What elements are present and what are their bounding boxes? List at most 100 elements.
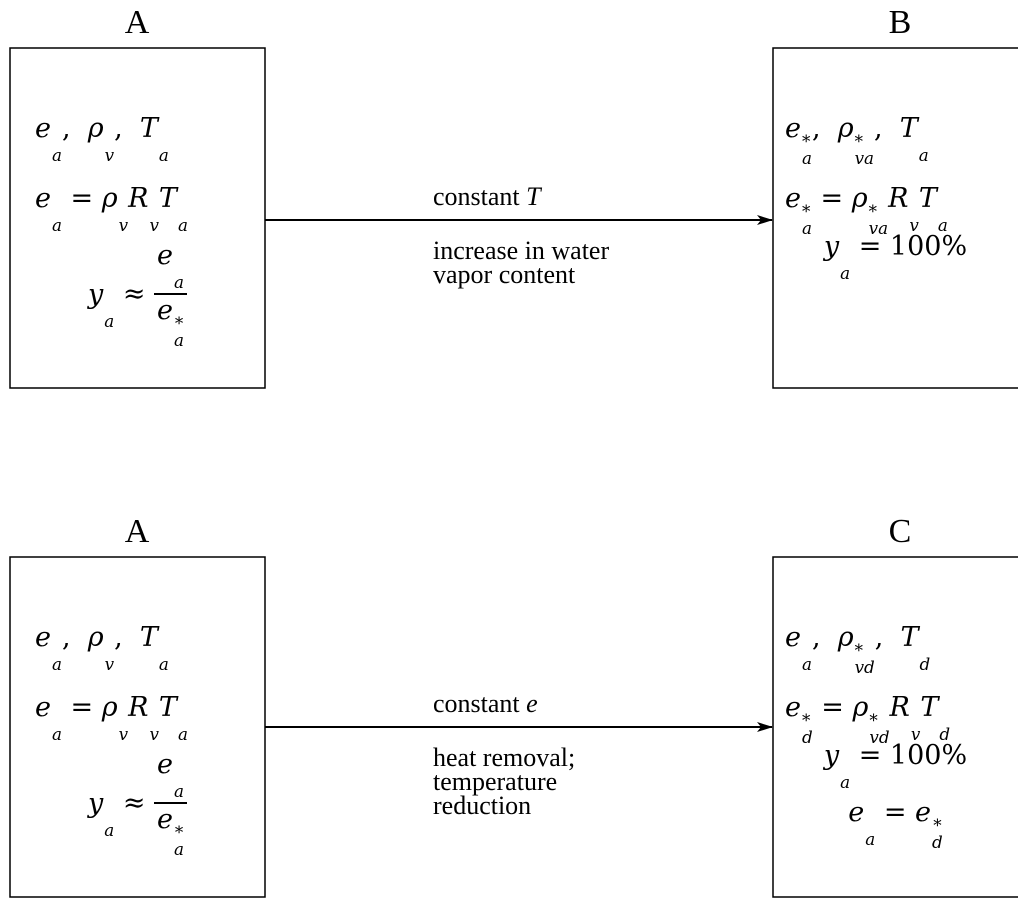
scripts: a	[52, 639, 62, 672]
symbol: e * a	[785, 113, 812, 166]
state-box	[9, 47, 266, 389]
subscript: d	[801, 726, 813, 747]
scripts: a	[174, 257, 184, 290]
symbol-base: ρ	[87, 622, 104, 653]
symbol-base: e	[35, 692, 51, 723]
subscript: a	[51, 215, 62, 236]
subscript: d	[919, 654, 931, 675]
subscript: v	[910, 724, 921, 745]
scripts: v	[911, 709, 920, 742]
fraction: e a e * a	[154, 749, 187, 859]
operator: ,	[811, 622, 838, 653]
arrow-description: temperature	[433, 767, 558, 796]
scripts: * d	[802, 712, 813, 745]
subscript: a	[174, 838, 184, 859]
scripts: * vd	[855, 642, 875, 675]
symbol-base: e	[526, 689, 538, 718]
symbol-base: e	[157, 749, 174, 780]
scripts: a	[178, 200, 188, 233]
symbol: e * a	[157, 294, 184, 348]
subscript: a	[177, 724, 188, 745]
symbol: e * a	[157, 803, 184, 857]
operator: ,	[874, 113, 900, 144]
symbol-base: ρ	[837, 113, 854, 144]
operator: =	[61, 692, 102, 723]
symbol-base: T	[139, 113, 158, 144]
subscript: a	[840, 772, 851, 793]
scripts: v	[909, 200, 918, 233]
symbol-base: e	[157, 294, 174, 326]
operator: ,	[114, 113, 140, 144]
symbol: ρ * va	[837, 113, 874, 166]
subscript: v	[149, 724, 159, 745]
subscript: a	[174, 272, 184, 293]
scripts: * va	[869, 203, 888, 236]
symbol: ρ * vd	[838, 622, 875, 675]
scripts: v	[119, 709, 128, 742]
subscript: vd	[854, 656, 875, 677]
symbol-base: R	[888, 183, 909, 214]
symbol: e	[526, 689, 538, 718]
subscript: a	[801, 654, 812, 675]
subscript: a	[174, 781, 184, 802]
scripts: v	[119, 200, 128, 233]
scripts: a	[938, 200, 948, 233]
subscript: d	[939, 724, 951, 745]
scripts: v	[105, 130, 114, 163]
subscript: a	[104, 819, 115, 840]
superscript: *	[854, 640, 863, 661]
symbol-base: ρ	[101, 183, 118, 214]
operator: = 100%	[850, 740, 968, 771]
operator: =	[875, 797, 916, 828]
symbol-base: y	[87, 787, 104, 819]
superscript: *	[801, 201, 811, 222]
superscript: *	[801, 710, 811, 731]
scripts: v	[149, 200, 158, 233]
scripts: v	[105, 639, 114, 672]
symbol-base: e	[785, 692, 801, 723]
subscript: a	[51, 654, 62, 675]
scripts: a	[52, 130, 62, 163]
subscript: a	[801, 217, 812, 238]
superscript: *	[869, 710, 878, 731]
scripts: * va	[855, 133, 874, 166]
symbol-base: ρ	[852, 692, 869, 723]
symbol-base: T	[918, 183, 937, 214]
operator: ≈	[114, 278, 155, 310]
scripts: a	[865, 814, 875, 847]
subscript: va	[868, 217, 889, 238]
symbol-base: T	[899, 113, 918, 144]
symbol-base: T	[139, 622, 158, 653]
symbol-base: e	[157, 803, 174, 835]
state-box	[772, 47, 1018, 389]
superscript: *	[801, 131, 811, 152]
superscript: *	[854, 131, 863, 152]
denominator: e * a	[154, 295, 187, 351]
scripts: a	[840, 757, 850, 790]
symbol: ρ * vd	[852, 692, 890, 745]
symbol-base: T	[920, 692, 939, 723]
arrow-condition: constant T	[433, 184, 541, 210]
subscript: v	[118, 724, 129, 745]
state-label: A	[124, 513, 150, 550]
symbol-base: e	[785, 622, 801, 653]
state-box	[772, 556, 1018, 898]
